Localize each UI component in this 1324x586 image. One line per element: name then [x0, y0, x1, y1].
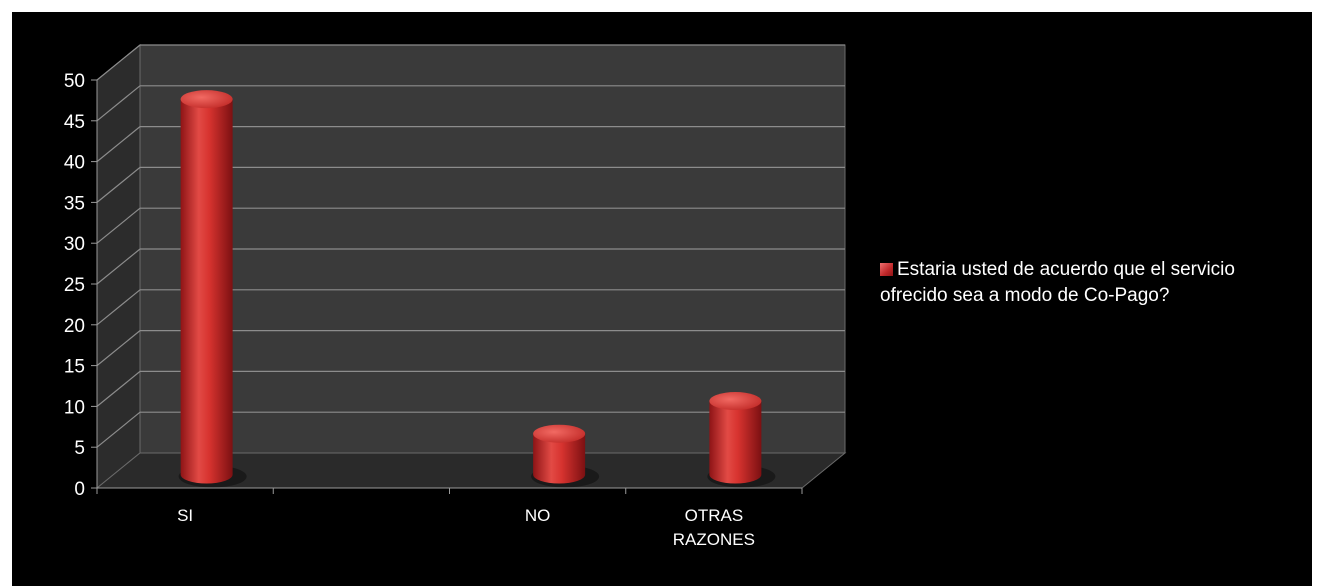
- y-tick-label: 45: [64, 112, 85, 133]
- gridline: [96, 411, 845, 448]
- y-tick-label: 15: [64, 357, 85, 378]
- legend-label: Estaria usted de acuerdo que el servicio…: [880, 259, 1235, 306]
- bar-top: [709, 392, 762, 411]
- chart-plot: 0 5 10 15 20 25 30 35 40 45 50 SI NO OTRAS RAZONES: [64, 43, 847, 549]
- y-tick-label: 30: [64, 234, 85, 255]
- bar-top: [180, 90, 233, 109]
- y-tick-label: 0: [74, 479, 85, 500]
- legend-swatch: [880, 263, 893, 276]
- y-tick-label: 40: [64, 153, 85, 174]
- x-category-label: OTRAS RAZONES: [673, 506, 755, 549]
- x-category-label: SI: [177, 506, 193, 525]
- gridline: [96, 248, 845, 285]
- gridline: [96, 330, 845, 367]
- legend: Estaria usted de acuerdo que el servicio…: [880, 257, 1300, 309]
- y-tick-label: 25: [64, 275, 85, 296]
- x-category-label: NO: [525, 506, 551, 525]
- gridline: [96, 166, 845, 203]
- gridline: [96, 125, 845, 163]
- y-tick-label: 20: [64, 316, 85, 337]
- gridline: [96, 289, 845, 326]
- y-tick-label: 10: [64, 397, 85, 418]
- bar: [709, 401, 762, 484]
- y-tick-label: 5: [74, 438, 85, 459]
- bar-top: [533, 424, 586, 443]
- chart-area: 0 5 10 15 20 25 30 35 40 45 50 SI NO OTRAS RAZONES Est…: [12, 12, 1312, 586]
- gridline: [96, 85, 845, 122]
- y-tick-label: 50: [64, 71, 85, 92]
- gridline: [96, 370, 845, 407]
- bar: [180, 99, 233, 484]
- gridline: [96, 44, 845, 81]
- gridline: [96, 207, 845, 244]
- bar: [533, 433, 586, 484]
- y-tick-label: 35: [64, 193, 85, 214]
